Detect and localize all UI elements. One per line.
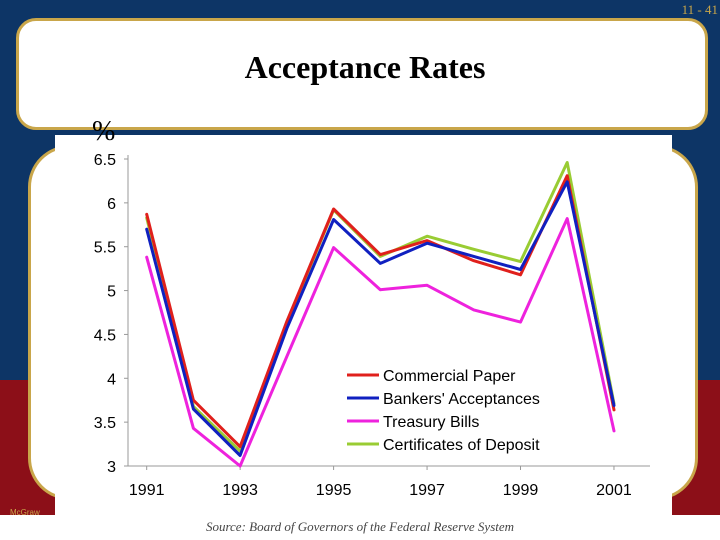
- y-tick-label: 3: [107, 459, 116, 476]
- legend-label: Certificates of Deposit: [383, 437, 540, 454]
- y-tick-label: 3.5: [94, 415, 116, 432]
- x-tick-label: 1991: [129, 482, 165, 499]
- x-tick-label: 2001: [596, 482, 632, 499]
- source-note: Source: Board of Governors of the Federa…: [205, 519, 515, 534]
- x-tick-label: 1993: [222, 482, 258, 499]
- series-line: [145, 217, 616, 468]
- y-tick-label: 6: [107, 196, 116, 213]
- chart-area: 6.5 6 5.5 5 4.5 4 3.5 3 1991 1993 1995 1997 1999 2001…: [55, 135, 672, 515]
- series-line: [145, 174, 616, 449]
- y-tick-label: 5.5: [94, 240, 116, 257]
- line-chart: 6.5 6 5.5 5 4.5 4 3.5 3 1991 1993 1995 1997 1999 2001…: [94, 152, 650, 499]
- title-box: Acceptance Rates: [16, 18, 708, 130]
- slide-title: Acceptance Rates: [244, 49, 486, 85]
- x-tick-label: 1999: [503, 482, 539, 499]
- y-axis-unit-label: %: [92, 116, 116, 147]
- legend-label: Treasury Bills: [383, 414, 479, 431]
- publisher-label: McGraw: [10, 508, 40, 517]
- slide-footer-background: [0, 515, 720, 540]
- legend-label: Commercial Paper: [383, 368, 516, 385]
- y-tick-label: 6.5: [94, 152, 116, 169]
- y-tick-label: 4.5: [94, 327, 116, 344]
- y-tick-label: 5: [107, 284, 116, 301]
- x-tick-label: 1995: [316, 482, 352, 499]
- x-tick-label: 1997: [409, 482, 445, 499]
- legend-label: Bankers' Acceptances: [383, 391, 540, 408]
- y-tick-label: 4: [107, 371, 116, 388]
- series-line: [145, 180, 616, 457]
- slide-number: 11 - 41: [681, 2, 718, 17]
- series-line: [145, 161, 616, 453]
